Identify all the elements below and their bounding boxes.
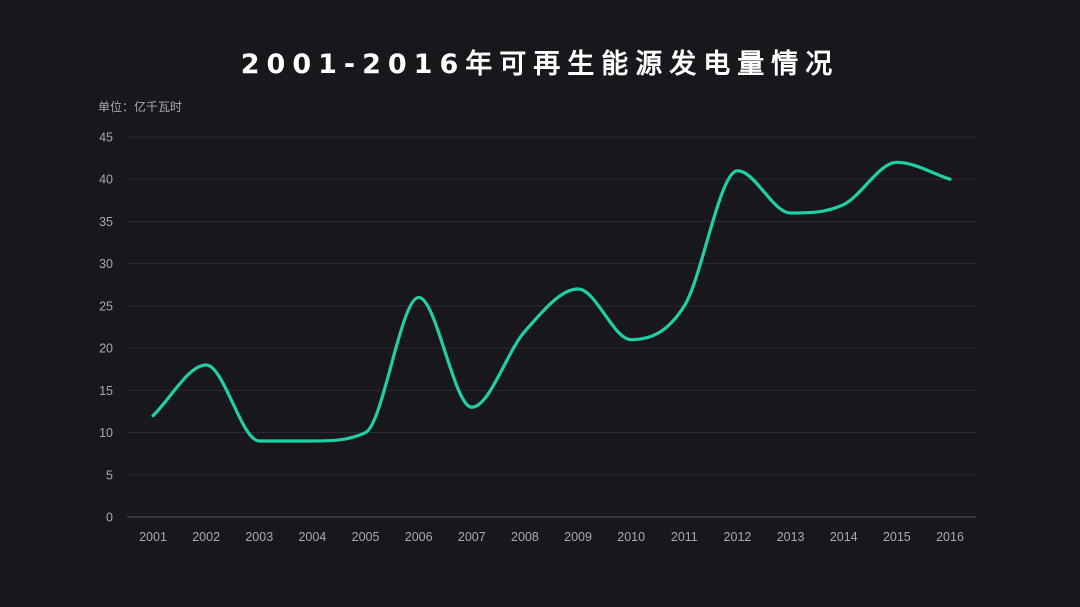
x-tick-label: 2010	[617, 530, 645, 544]
x-tick-label: 2011	[671, 530, 698, 544]
x-tick-label: 2016	[936, 530, 964, 544]
unit-label: 单位：亿千瓦时	[98, 100, 183, 114]
x-tick-label: 2002	[192, 530, 220, 544]
x-tick-label: 2001	[139, 530, 167, 544]
x-tick-label: 2009	[564, 530, 592, 544]
y-tick-label: 0	[106, 511, 113, 525]
x-tick-label: 2014	[830, 530, 858, 544]
y-tick-label: 10	[99, 426, 113, 440]
y-tick-label: 25	[99, 299, 113, 313]
x-axis-ticks: 2001 2002 2003 2004 2005 2006 2007 2008 2009 2010…	[139, 530, 964, 544]
x-tick-label: 2008	[511, 530, 539, 544]
y-tick-label: 45	[99, 131, 113, 145]
chart-title: 2001-2016年可再生能源发电量情况	[240, 49, 840, 80]
y-tick-label: 40	[99, 173, 113, 187]
series-line	[151, 160, 952, 443]
x-tick-label: 2005	[352, 530, 380, 544]
y-axis-ticks: 0 5 10 15 20 25 30 35 40 45	[99, 131, 113, 525]
y-tick-label: 20	[99, 342, 113, 356]
x-tick-label: 2004	[298, 530, 326, 544]
x-tick-label: 2015	[883, 530, 911, 544]
x-tick-label: 2006	[405, 530, 433, 544]
y-tick-label: 15	[99, 384, 113, 398]
x-tick-label: 2012	[724, 530, 752, 544]
y-tick-label: 30	[99, 257, 113, 271]
x-tick-label: 2003	[245, 530, 273, 544]
x-tick-label: 2007	[458, 530, 486, 544]
y-tick-label: 5	[106, 468, 113, 482]
grid-lines	[127, 136, 976, 476]
y-tick-label: 35	[99, 215, 113, 229]
x-tick-label: 2013	[777, 530, 805, 544]
